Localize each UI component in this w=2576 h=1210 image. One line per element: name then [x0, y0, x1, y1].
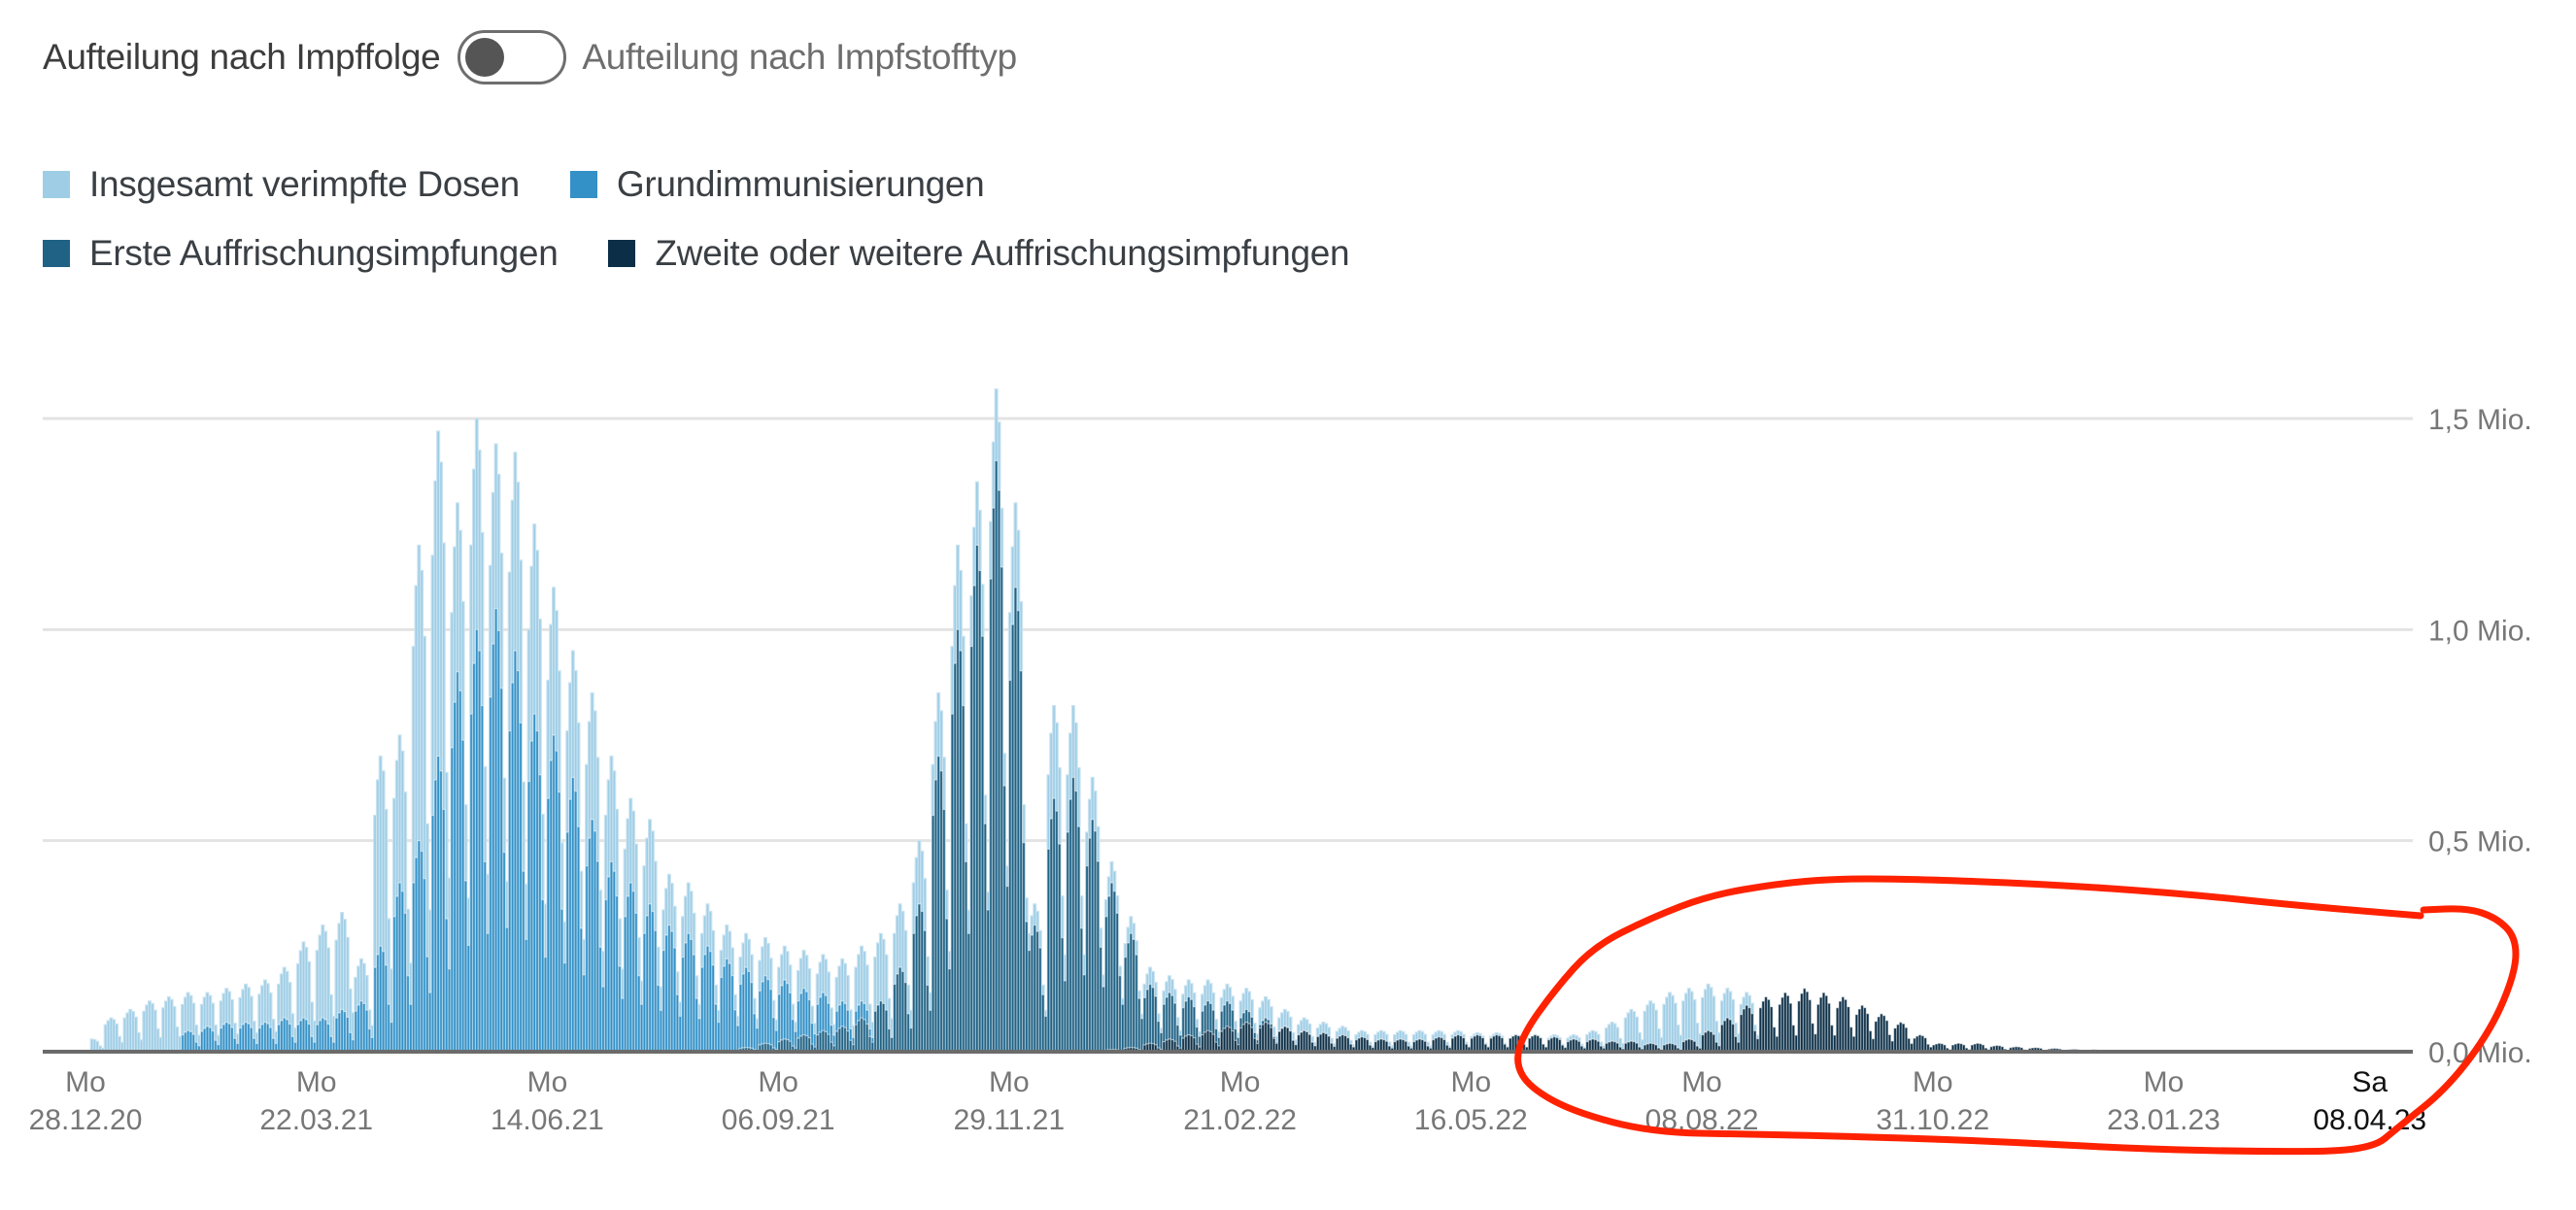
x-tick-weekday: Mo: [1220, 1066, 1261, 1098]
toggle-label-impffolge[interactable]: Aufteilung nach Impffolge: [43, 37, 441, 77]
legend-swatch-erste-auffrischung: [43, 240, 70, 267]
x-tick-weekday: Mo: [2144, 1066, 2185, 1098]
y-tick-label: 1,0 Mio.: [2428, 615, 2532, 647]
toggle-label-impfstofftyp[interactable]: Aufteilung nach Impfstofftyp: [582, 37, 1017, 77]
red-annotation-circle: [1514, 875, 2520, 1156]
legend-row-1: Insgesamt verimpfte Dosen Grundimmunisie…: [43, 161, 1500, 208]
legend-swatch-insgesamt: [43, 171, 70, 198]
y-tick-label: 0,5 Mio.: [2428, 826, 2532, 858]
x-tick-date: 06.09.21: [722, 1104, 835, 1136]
legend-swatch-zweite-auffrischung: [608, 240, 636, 267]
chart-series[interactable]: [89, 388, 2373, 1053]
legend-label: Erste Auffrischungsimpfungen: [89, 233, 559, 273]
x-tick-weekday: Mo: [1913, 1066, 1953, 1098]
x-tick-date: 21.02.22: [1183, 1104, 1297, 1136]
legend-item-zweite-auffrischung[interactable]: Zweite oder weitere Auffrischungsimpfung…: [608, 233, 1350, 274]
x-tick-weekday: Sa: [2352, 1066, 2388, 1098]
breakdown-toggle-switch[interactable]: [458, 30, 567, 84]
x-tick-date: 28.12.20: [29, 1104, 143, 1136]
legend-swatch-grundimmunisierungen: [569, 171, 597, 198]
series-erste-auffrischung[interactable]: [738, 459, 2373, 1053]
x-tick-date: 14.06.21: [491, 1104, 604, 1136]
x-tick-weekday: Mo: [296, 1066, 337, 1098]
x-tick-weekday: Mo: [65, 1066, 106, 1098]
legend-label: Grundimmunisierungen: [616, 164, 985, 204]
legend-row-2: Erste Auffrischungsimpfungen Zweite oder…: [43, 230, 1500, 277]
series-zweite-auffrischung[interactable]: [1103, 988, 2373, 1053]
x-tick-date: 16.05.22: [1414, 1104, 1528, 1136]
x-tick-date: 29.11.21: [954, 1104, 1066, 1136]
x-axis-labels: Mo 28.12.20 Mo 22.03.21 Mo 14.06.21 Mo 06.09.21…: [29, 1066, 2427, 1136]
legend-item-grundimmunisierungen[interactable]: Grundimmunisierungen: [569, 164, 985, 205]
chart-legend: Insgesamt verimpfte Dosen Grundimmunisie…: [43, 161, 1500, 299]
legend-item-erste-auffrischung[interactable]: Erste Auffrischungsimpfungen: [43, 233, 559, 274]
breakdown-toggle-row: Aufteilung nach Impffolge Aufteilung nac…: [43, 21, 1017, 93]
x-tick-weekday: Mo: [527, 1066, 568, 1098]
legend-label: Insgesamt verimpfte Dosen: [89, 164, 520, 204]
legend-label: Zweite oder weitere Auffrischungsimpfung…: [655, 233, 1350, 273]
x-tick-date: 23.01.23: [2107, 1104, 2220, 1136]
x-tick-weekday: Mo: [1681, 1066, 1722, 1098]
x-tick-weekday: Mo: [989, 1066, 1030, 1098]
x-tick-date: 22.03.21: [259, 1104, 373, 1136]
toggle-knob: [465, 38, 505, 77]
y-tick-label: 1,5 Mio.: [2428, 404, 2532, 436]
legend-item-insgesamt[interactable]: Insgesamt verimpfte Dosen: [43, 164, 520, 205]
x-tick-date: 31.10.22: [1876, 1104, 1989, 1136]
x-tick-weekday: Mo: [1450, 1066, 1491, 1098]
x-tick-weekday: Mo: [758, 1066, 798, 1098]
